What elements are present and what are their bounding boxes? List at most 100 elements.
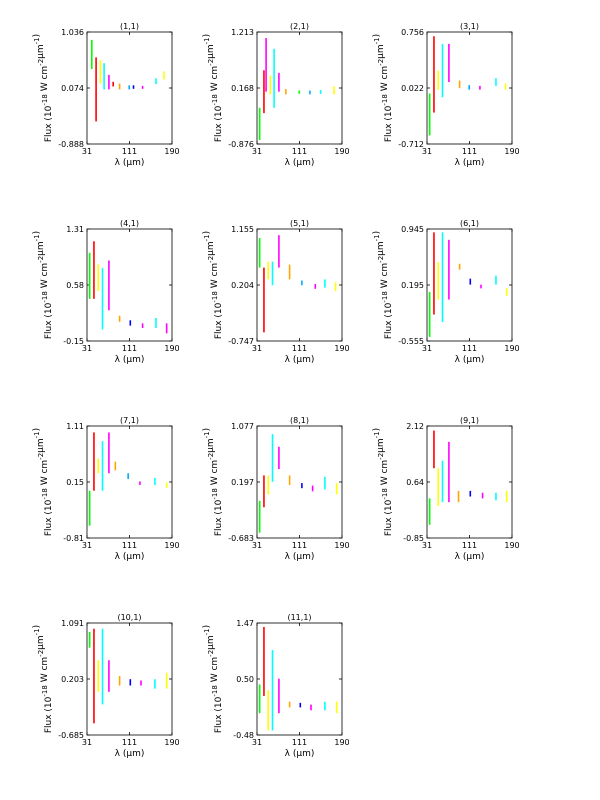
panel-title: (4,1) bbox=[120, 219, 139, 228]
plot-frame bbox=[426, 425, 513, 539]
x-axis-label: λ (μm) bbox=[115, 158, 145, 168]
panel-title: (8,1) bbox=[290, 416, 309, 425]
x-axis-label: λ (μm) bbox=[455, 158, 485, 168]
y-axis-label: Flux (10-18 W cm-2μm-1) bbox=[202, 625, 224, 733]
x-axis-label: λ (μm) bbox=[115, 749, 145, 759]
y-tick-label: -0.85 bbox=[403, 534, 424, 543]
y-tick-label: 2.12 bbox=[406, 422, 424, 431]
y-axis-label: Flux (10-18 W cm-2μm-1) bbox=[372, 231, 394, 339]
panel-title: (1,1) bbox=[120, 22, 139, 31]
y-tick-label: 0.197 bbox=[231, 478, 254, 487]
x-tick-label: 111 bbox=[462, 147, 477, 156]
x-axis-label: λ (μm) bbox=[285, 158, 315, 168]
y-tick-label: 0.022 bbox=[401, 84, 424, 93]
y-tick-label: 0.203 bbox=[61, 675, 84, 684]
y-axis-label: Flux (10-18 W cm-2μm-1) bbox=[372, 34, 394, 142]
plot-frame bbox=[256, 622, 343, 736]
x-tick-label: 31 bbox=[82, 344, 92, 353]
y-axis-label: Flux (10-18 W cm-2μm-1) bbox=[32, 231, 54, 339]
x-tick-label: 190 bbox=[504, 541, 519, 550]
y-axis-label: Flux (10-18 W cm-2μm-1) bbox=[202, 34, 224, 142]
x-axis-label: λ (μm) bbox=[285, 552, 315, 562]
y-tick-label: 1.155 bbox=[231, 225, 254, 234]
panel-title: (5,1) bbox=[290, 219, 309, 228]
y-tick-label: -0.888 bbox=[58, 140, 84, 149]
plot-frame bbox=[86, 228, 173, 342]
y-tick-label: -0.712 bbox=[398, 140, 424, 149]
y-tick-label: 0.204 bbox=[231, 281, 254, 290]
x-tick-label: 111 bbox=[292, 147, 307, 156]
y-tick-label: 0.756 bbox=[401, 28, 424, 37]
y-tick-label: 0.50 bbox=[236, 675, 254, 684]
y-tick-label: -0.747 bbox=[228, 337, 254, 346]
y-tick-label: 0.64 bbox=[406, 478, 424, 487]
x-tick-label: 190 bbox=[334, 344, 349, 353]
x-tick-label: 190 bbox=[504, 344, 519, 353]
y-tick-label: 1.47 bbox=[236, 619, 254, 628]
x-tick-label: 190 bbox=[164, 147, 179, 156]
x-tick-label: 190 bbox=[164, 738, 179, 747]
x-tick-label: 31 bbox=[422, 541, 432, 550]
y-tick-label: 1.31 bbox=[66, 225, 84, 234]
x-tick-label: 31 bbox=[82, 541, 92, 550]
plot-frame bbox=[256, 425, 343, 539]
x-tick-label: 190 bbox=[504, 147, 519, 156]
x-axis-label: λ (μm) bbox=[115, 552, 145, 562]
y-tick-label: -0.48 bbox=[233, 731, 254, 740]
y-axis-label: Flux (10-18 W cm-2μm-1) bbox=[32, 34, 54, 142]
x-tick-label: 31 bbox=[82, 738, 92, 747]
x-tick-label: 190 bbox=[334, 541, 349, 550]
x-tick-label: 111 bbox=[462, 344, 477, 353]
y-tick-label: 1.11 bbox=[66, 422, 84, 431]
panel-title: (3,1) bbox=[460, 22, 479, 31]
y-axis-label: Flux (10-18 W cm-2μm-1) bbox=[32, 625, 54, 733]
x-tick-label: 31 bbox=[252, 738, 262, 747]
x-tick-label: 111 bbox=[462, 541, 477, 550]
x-tick-label: 111 bbox=[292, 738, 307, 747]
x-tick-label: 31 bbox=[252, 344, 262, 353]
y-tick-label: -0.876 bbox=[228, 140, 254, 149]
x-tick-label: 31 bbox=[82, 147, 92, 156]
x-axis-label: λ (μm) bbox=[455, 552, 485, 562]
panel-title: (9,1) bbox=[460, 416, 479, 425]
x-axis-label: λ (μm) bbox=[455, 355, 485, 365]
x-axis-label: λ (μm) bbox=[115, 355, 145, 365]
y-tick-label: 1.213 bbox=[231, 28, 254, 37]
y-tick-label: 0.945 bbox=[401, 225, 424, 234]
y-axis-label: Flux (10-18 W cm-2μm-1) bbox=[372, 428, 394, 536]
x-tick-label: 31 bbox=[252, 147, 262, 156]
y-tick-label: 0.195 bbox=[401, 281, 424, 290]
x-tick-label: 190 bbox=[164, 541, 179, 550]
panel-title: (2,1) bbox=[290, 22, 309, 31]
y-tick-label: 1.077 bbox=[231, 422, 254, 431]
panel-title: (6,1) bbox=[460, 219, 479, 228]
plot-frame bbox=[86, 425, 173, 539]
x-tick-label: 31 bbox=[422, 147, 432, 156]
x-tick-label: 111 bbox=[122, 344, 137, 353]
plot-frame bbox=[426, 228, 513, 342]
x-tick-label: 111 bbox=[122, 738, 137, 747]
panel-title: (10,1) bbox=[117, 613, 141, 622]
x-tick-label: 190 bbox=[334, 738, 349, 747]
plot-frame bbox=[86, 622, 173, 736]
y-tick-label: 0.168 bbox=[231, 84, 254, 93]
x-tick-label: 111 bbox=[122, 541, 137, 550]
x-tick-label: 111 bbox=[292, 344, 307, 353]
x-tick-label: 190 bbox=[164, 344, 179, 353]
y-tick-label: 0.15 bbox=[66, 478, 84, 487]
y-tick-label: -0.81 bbox=[63, 534, 84, 543]
y-tick-label: -0.15 bbox=[63, 337, 84, 346]
x-tick-label: 111 bbox=[122, 147, 137, 156]
y-tick-label: 0.074 bbox=[61, 84, 84, 93]
